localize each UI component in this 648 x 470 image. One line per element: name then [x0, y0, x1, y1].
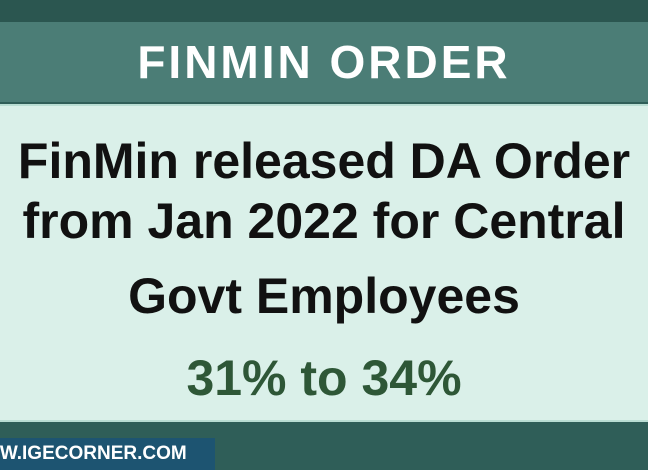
website: WWW.IGECORNER.COM: [0, 443, 187, 464]
highlight: 31% to 34%: [186, 350, 462, 406]
content-panel: FinMin released DA Order from Jan 2022 f…: [0, 104, 648, 422]
top-bar: [0, 0, 648, 22]
body-line: from Jan 2022 for Central: [22, 193, 626, 249]
footer-box: WWW.IGECORNER.COM: [0, 438, 215, 470]
header-title: FINMIN ORDER: [0, 22, 648, 102]
body-line: Govt Employees: [128, 268, 520, 324]
body-line: FinMin released DA Order: [17, 133, 631, 189]
